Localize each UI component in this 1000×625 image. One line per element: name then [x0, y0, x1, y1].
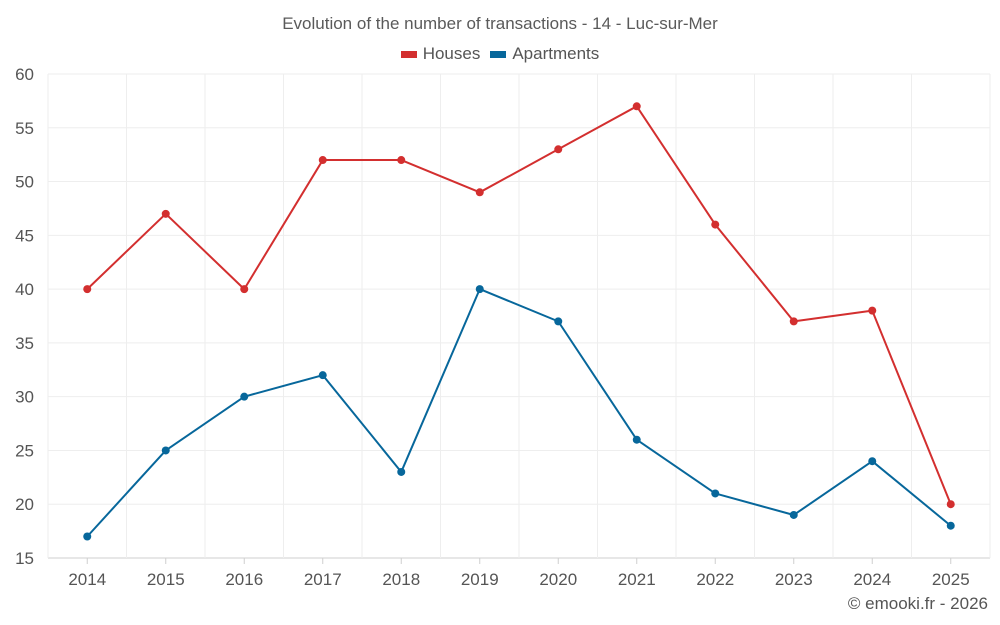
x-tick-label: 2024 [853, 570, 891, 589]
data-point-houses [946, 500, 955, 509]
data-point-houses [240, 285, 249, 294]
x-tick-label: 2018 [382, 570, 420, 589]
data-point-apartments [240, 392, 249, 401]
grid [47, 73, 991, 559]
data-point-apartments [946, 521, 955, 530]
series-line-apartments [86, 288, 952, 538]
legend-label-apartments: Apartments [512, 44, 600, 63]
data-point-houses [83, 285, 92, 294]
data-point-apartments [868, 457, 877, 466]
data-point-apartments [632, 435, 641, 444]
data-point-apartments [318, 371, 327, 380]
data-point-houses [789, 317, 798, 326]
legend-swatch-houses [400, 50, 417, 58]
data-point-apartments [397, 467, 406, 476]
x-tick-label: 2014 [68, 570, 106, 589]
legend-item-apartments[interactable]: Apartments [490, 44, 599, 64]
y-tick-label: 40 [15, 280, 34, 299]
data-point-apartments [711, 489, 720, 498]
data-point-houses [475, 188, 484, 197]
y-tick-label: 55 [15, 119, 34, 138]
x-tick-label: 2017 [304, 570, 342, 589]
data-point-houses [554, 145, 563, 154]
data-point-apartments [161, 446, 170, 455]
data-point-houses [318, 156, 327, 165]
x-tick-label: 2021 [618, 570, 656, 589]
x-tick-label: 2023 [775, 570, 813, 589]
y-tick-label: 35 [15, 334, 34, 353]
y-tick-label: 30 [15, 388, 34, 407]
x-tick-label: 2022 [696, 570, 734, 589]
data-point-houses [632, 102, 641, 111]
data-point-apartments [789, 510, 798, 519]
data-point-houses [868, 306, 877, 315]
legend: Houses Apartments [0, 44, 1000, 64]
series-line-houses [86, 105, 952, 505]
y-tick-label: 25 [15, 441, 34, 460]
series-apartments [83, 285, 955, 541]
data-point-apartments [475, 285, 484, 294]
x-tick-label: 2020 [539, 570, 577, 589]
series [83, 102, 955, 541]
legend-swatch-apartments [490, 50, 507, 58]
series-houses [83, 102, 955, 509]
y-tick-label: 15 [15, 549, 34, 568]
legend-label-houses: Houses [422, 44, 481, 63]
data-point-apartments [554, 317, 563, 326]
x-tick-label: 2015 [147, 570, 185, 589]
legend-item-houses[interactable]: Houses [400, 44, 481, 64]
data-point-houses [397, 156, 406, 165]
x-tick-label: 2016 [225, 570, 263, 589]
data-point-houses [161, 209, 170, 218]
y-tick-label: 60 [15, 65, 34, 84]
x-tick-label: 2025 [932, 570, 970, 589]
data-point-apartments [83, 532, 92, 541]
credit-text: © emooki.fr - 2026 [847, 594, 988, 613]
data-point-houses [711, 220, 720, 229]
chart-title: Evolution of the number of transactions … [282, 14, 718, 33]
y-tick-label: 45 [15, 226, 34, 245]
x-tick-label: 2019 [461, 570, 499, 589]
y-tick-label: 20 [15, 495, 34, 514]
y-tick-label: 50 [15, 173, 34, 192]
